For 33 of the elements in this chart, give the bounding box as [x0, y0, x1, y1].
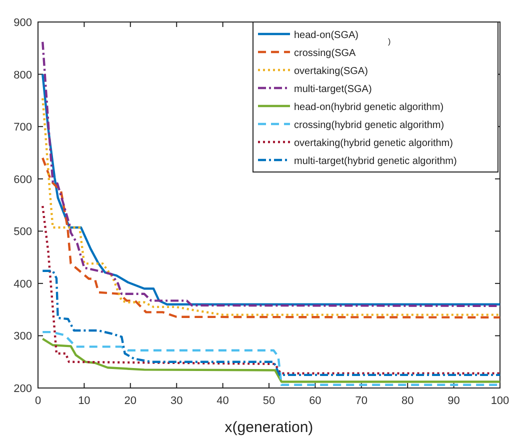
y-tick-label: 800: [14, 69, 32, 82]
y-tick-label: 600: [14, 174, 32, 186]
line-series: [42, 338, 502, 383]
line-series: [42, 156, 502, 319]
legend-label: head-on(hybrid genetic algorithm): [294, 102, 444, 113]
legend-label: crossing(SGA: [294, 48, 356, 59]
annotation: ): [388, 37, 391, 46]
x-tick-label: 70: [355, 395, 368, 407]
y-tick-label: 300: [14, 330, 32, 343]
legend-label: multi-target(hybrid genetic algorithm): [294, 156, 457, 167]
legend-label: multi-target(SGA): [294, 84, 372, 95]
x-tick-label: 80: [401, 395, 414, 407]
legend-label: crossing(hybrid genetic algorithm): [294, 120, 444, 131]
x-axis-title: x(generation): [224, 419, 314, 436]
x-tick-label: 60: [309, 395, 322, 407]
x-tick-label: 20: [124, 395, 137, 407]
y-tick-label: 200: [14, 383, 32, 395]
x-tick-label: 40: [216, 395, 229, 407]
x-tick-label: 30: [170, 395, 183, 407]
legend-label: overtaking(hybrid genetic algorithm): [294, 138, 453, 149]
line-series: [42, 204, 502, 374]
y-tick-label: 900: [14, 17, 32, 29]
x-tick-label: 100: [490, 395, 510, 407]
legend-label: overtaking(SGA): [294, 66, 368, 77]
x-tick-label: 0: [34, 395, 42, 407]
x-tick-label: 90: [448, 395, 460, 407]
y-tick-label: 700: [14, 122, 32, 134]
y-tick-label: 400: [14, 278, 32, 290]
x-tick-label: 50: [262, 395, 276, 407]
legend-label: head-on(SGA): [294, 30, 358, 41]
y-tick-label: 500: [14, 226, 32, 238]
line-series: [42, 270, 502, 376]
x-tick-label: 10: [78, 395, 90, 407]
